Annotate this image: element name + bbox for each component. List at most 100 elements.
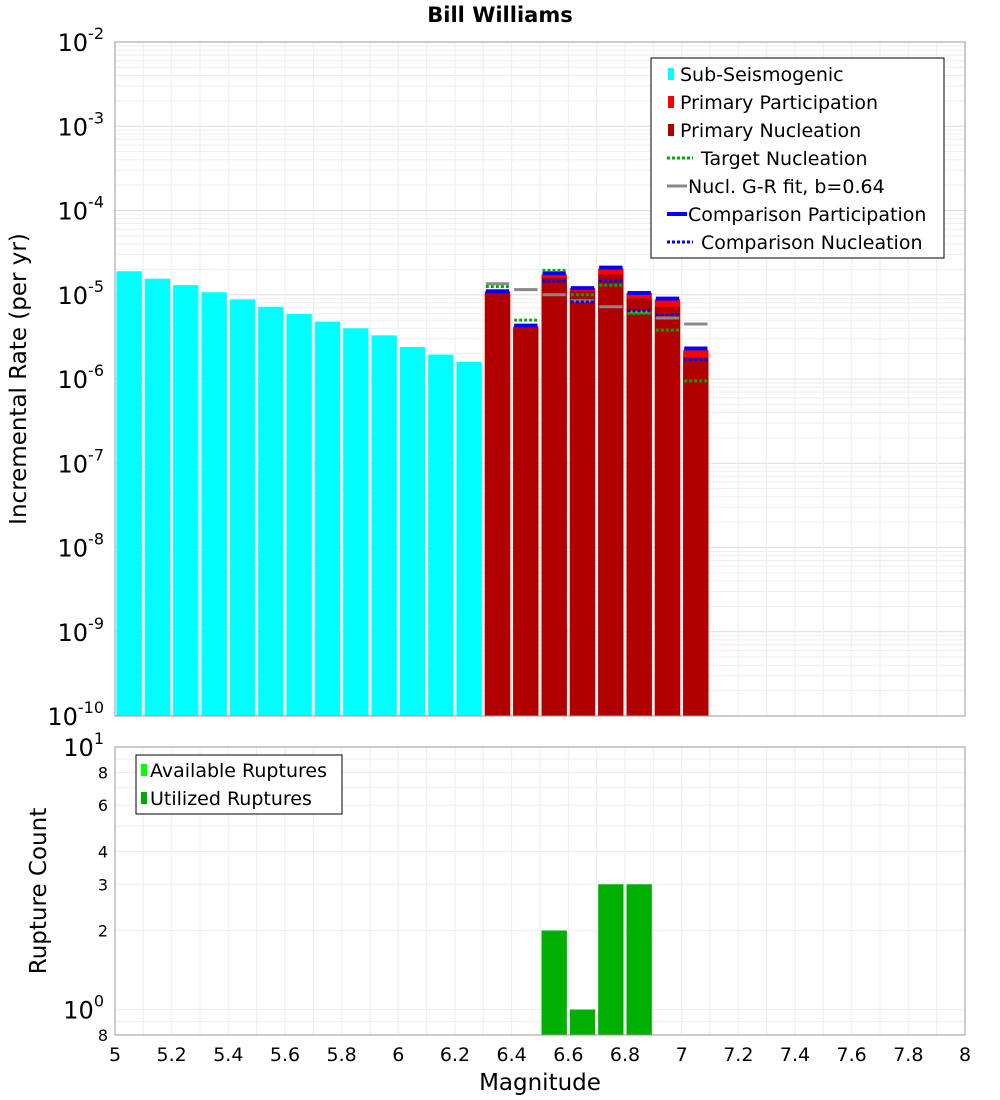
bottom-legend-box — [135, 754, 343, 815]
legend-item: Comparison Nucleation — [667, 232, 923, 254]
primary-nucleation-bar — [683, 357, 709, 716]
x-tick-label: 7.4 — [780, 1044, 810, 1066]
sub-seismogenic-bar — [229, 299, 256, 716]
sub-seismogenic-bars — [116, 271, 482, 716]
top-y-tick-labels: 10-2 10-3 10-4 10-5 10-6 10-7 10-8 10-9 10-10 — [47, 24, 104, 731]
x-tick-label: 5 — [109, 1044, 121, 1066]
legend-item: Comparison Participation — [667, 204, 926, 226]
sub-seismogenic-bar — [456, 361, 482, 716]
x-tick-label: 5.4 — [213, 1044, 243, 1066]
x-tick-label: 5.8 — [327, 1044, 357, 1066]
legend-item: Available Ruptures — [141, 760, 327, 782]
legend-item: Utilized Ruptures — [141, 788, 312, 810]
legend-label: Primary Participation — [680, 92, 878, 114]
utilized-rupture-bar — [598, 884, 624, 1035]
primary-nucleation-bar — [513, 328, 539, 716]
primary-nucleation-bar — [484, 292, 511, 716]
utilized-rupture-bar — [541, 930, 567, 1035]
top-plot-frame — [114, 41, 966, 717]
legend-swatch — [668, 124, 674, 136]
legend-label: Primary Nucleation — [680, 120, 861, 142]
x-tick-label: 7.6 — [837, 1044, 867, 1066]
legend-swatch — [668, 96, 674, 108]
x-tick-label: 7.8 — [893, 1044, 923, 1066]
chart-title: Bill Williams — [427, 3, 572, 27]
x-tick-label: 5.2 — [157, 1044, 187, 1066]
legend-item: Target Nucleation — [667, 148, 868, 170]
legend-swatch — [141, 764, 147, 776]
legend-label: Comparison Nucleation — [701, 232, 923, 254]
bottom-gridlines — [114, 746, 966, 1036]
x-tick-label: 6.4 — [497, 1044, 527, 1066]
primary-nucleation-bar — [654, 306, 681, 716]
x-tick-label: 7 — [676, 1044, 688, 1066]
y-tick-label: 10-5 — [58, 277, 105, 310]
bottom-plot-frame — [114, 746, 966, 1036]
utilized-rupture-bars — [541, 884, 652, 1035]
top-y-axis-title: Incremental Rate (per yr) — [6, 233, 32, 525]
top-legend-box — [650, 57, 945, 259]
legend-item: Sub-Seismogenic — [668, 64, 844, 86]
y-tick-label: 10-2 — [58, 24, 105, 57]
legend-item: Nucl. G-R fit, b=0.64 — [667, 176, 885, 198]
y-tick-label: 2 — [98, 922, 108, 941]
legend-label: Available Ruptures — [150, 760, 327, 782]
sub-seismogenic-bar — [371, 335, 397, 716]
sub-seismogenic-bar — [144, 278, 171, 716]
x-tick-labels: 5 5.2 5.4 5.6 5.8 6 6.2 6.4 6.6 6.8 7 7.2 7.4 7.6 7.8 8 — [109, 1044, 971, 1066]
sub-seismogenic-bar — [173, 285, 199, 716]
x-tick-label: 6.2 — [440, 1044, 470, 1066]
x-tick-label: 6 — [392, 1044, 404, 1066]
y-tick-label: 3 — [98, 875, 108, 894]
top-legend: Sub-Seismogenic Primary Participation Prim… — [650, 57, 945, 259]
y-tick-label: 8 — [98, 1026, 108, 1045]
sub-seismogenic-bar — [258, 306, 284, 716]
sub-seismogenic-bar — [286, 314, 312, 716]
x-tick-label: 5.6 — [270, 1044, 300, 1066]
x-axis-title: Magnitude — [479, 1070, 601, 1096]
primary-nucleation-bar — [569, 291, 596, 716]
utilized-rupture-bar — [626, 884, 652, 1035]
x-tick-label: 7.2 — [723, 1044, 753, 1066]
y-tick-label: 101 — [63, 729, 104, 762]
primary-nucleation-bar — [541, 277, 567, 716]
legend-label: Sub-Seismogenic — [680, 64, 844, 86]
target-nucleation-lines — [485, 268, 708, 383]
y-tick-label: 10-6 — [58, 361, 105, 394]
legend-label: Target Nucleation — [700, 148, 868, 170]
y-tick-label: 10-9 — [58, 614, 105, 647]
legend-swatch — [668, 68, 674, 80]
y-tick-label: 10-8 — [58, 530, 105, 563]
legend-label: Comparison Participation — [688, 204, 926, 226]
x-tick-label: 6.8 — [610, 1044, 640, 1066]
x-tick-label: 8 — [959, 1044, 971, 1066]
y-tick-label: 10-10 — [47, 698, 104, 731]
sub-seismogenic-bar — [428, 354, 454, 716]
legend-label: Utilized Ruptures — [150, 788, 312, 810]
y-tick-label: 10-4 — [58, 193, 105, 226]
y-tick-label: 4 — [98, 842, 108, 861]
y-tick-label: 8 — [98, 763, 108, 782]
y-tick-label: 6 — [98, 796, 108, 815]
y-tick-label: 10-3 — [58, 108, 105, 141]
sub-seismogenic-bar — [399, 346, 426, 716]
legend-item: Primary Participation — [668, 92, 878, 114]
comparison-participation-lines — [485, 265, 708, 351]
utilized-rupture-bar — [569, 1009, 596, 1035]
bottom-legend: Available Ruptures Utilized Ruptures — [135, 754, 343, 815]
sub-seismogenic-bar — [201, 292, 227, 716]
x-tick-label: 6.6 — [553, 1044, 583, 1066]
y-tick-label: 10-7 — [58, 445, 105, 478]
legend-swatch — [141, 792, 147, 804]
y-tick-label: 100 — [63, 992, 104, 1025]
sub-seismogenic-bar — [314, 321, 341, 716]
gr-fit-lines — [485, 282, 708, 326]
primary-nucleation-bar — [626, 298, 652, 716]
primary-nucleation-bar — [598, 274, 624, 716]
sub-seismogenic-bar — [343, 328, 369, 716]
bottom-y-axis-title: Rupture Count — [26, 808, 52, 974]
legend-label: Nucl. G-R fit, b=0.64 — [688, 176, 885, 198]
primary-nucleation-bars — [484, 274, 709, 716]
